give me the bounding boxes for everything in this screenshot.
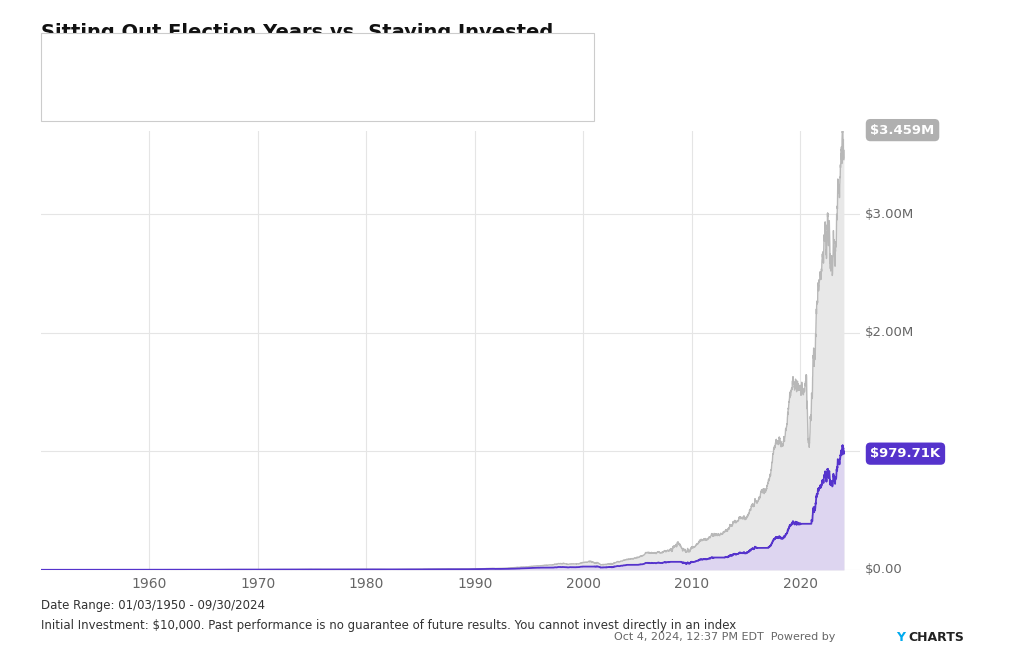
Text: Sitting Out Election Years vs. Staying Invested: Sitting Out Election Years vs. Staying I… (41, 23, 553, 42)
Text: 8.13%: 8.13% (528, 95, 567, 108)
Text: $2.00M: $2.00M (865, 326, 914, 339)
Text: S&P 500 Level Growth: S&P 500 Level Growth (63, 95, 203, 108)
Text: S&P 500 – Uninvested During Election Years – Level Growth: S&P 500 – Uninvested During Election Yea… (63, 67, 435, 81)
Text: $3.00M: $3.00M (865, 208, 914, 221)
Text: $979.71K: $979.71K (870, 447, 940, 460)
Text: CHARTS: CHARTS (908, 631, 965, 644)
Text: $3.459M: $3.459M (449, 95, 504, 108)
Text: VAL: VAL (465, 45, 487, 58)
Text: ●: ● (49, 95, 59, 105)
Text: 6.32%: 6.32% (528, 67, 567, 81)
Text: $1.00M: $1.00M (865, 445, 914, 458)
Text: Oct 4, 2024, 12:37 PM EDT  Powered by: Oct 4, 2024, 12:37 PM EDT Powered by (614, 632, 840, 643)
Text: $3.459M: $3.459M (870, 124, 935, 137)
Text: $979.71K: $979.71K (446, 67, 506, 81)
Text: $0.00: $0.00 (865, 563, 903, 576)
Text: Y: Y (896, 631, 905, 644)
Text: Date Range: 01/03/1950 - 09/30/2024: Date Range: 01/03/1950 - 09/30/2024 (41, 599, 265, 612)
Text: ANN: ANN (535, 45, 561, 58)
Text: Initial Investment: $10,000. Past performance is no guarantee of future results.: Initial Investment: $10,000. Past perfor… (41, 619, 736, 632)
Text: ●: ● (49, 67, 59, 77)
